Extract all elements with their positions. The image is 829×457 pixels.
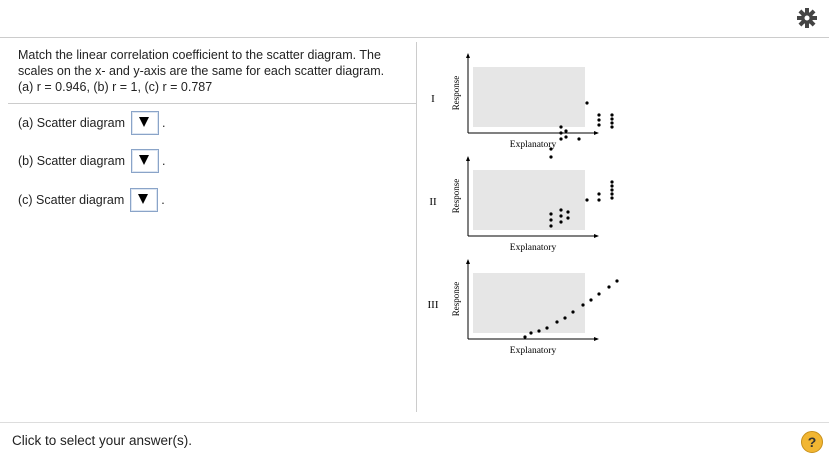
scatter-dot: [559, 137, 563, 141]
answer-row: (b) Scatter diagram .: [18, 148, 165, 174]
arrow: [594, 337, 599, 341]
dropdown-arrow: [138, 117, 149, 127]
x-axis-label: Explanatory: [510, 140, 557, 150]
scatter-dot: [610, 125, 614, 129]
y-axis-label: Response: [451, 76, 461, 111]
answer-suffix: .: [161, 154, 166, 168]
scatter-dot: [610, 192, 614, 196]
scatter-dot: [523, 335, 527, 339]
scatter-dot: [585, 198, 589, 202]
arrow: [466, 53, 470, 58]
scatter-dot: [577, 137, 581, 141]
arrow: [466, 259, 470, 264]
x-axis-label: Explanatory: [510, 346, 557, 356]
help-button[interactable]: ?: [801, 431, 823, 453]
answer-suffix: .: [161, 116, 166, 130]
diagram-label: II: [429, 196, 437, 208]
question-line: (a) r = 0.946, (b) r = 1, (c) r = 0.787: [18, 80, 213, 94]
divider: [416, 42, 417, 412]
arrow: [594, 131, 599, 135]
footer-prompt: Click to select your answer(s).: [12, 433, 193, 448]
scatter-dot: [597, 292, 601, 296]
scatter-dot: [549, 155, 553, 159]
scatter-dot: [597, 113, 601, 117]
footer-divider: [0, 422, 829, 423]
scatter-dot: [615, 279, 619, 283]
scatter-dot: [564, 129, 568, 133]
scatter-dot: [585, 101, 589, 105]
answer-label: (b) Scatter diagram: [18, 154, 125, 168]
scatter-dot: [564, 135, 568, 139]
answer-suffix: .: [161, 193, 165, 207]
plot-area: [473, 67, 585, 127]
scatter-dot: [597, 118, 601, 122]
scatter-dot: [610, 113, 614, 117]
scatter-dot: [549, 218, 553, 222]
answer-dropdown[interactable]: [130, 111, 159, 135]
y-axis-label: Response: [451, 179, 461, 214]
scatter-dot: [589, 298, 593, 302]
scatter-dot: [610, 117, 614, 121]
answer-label: (a) Scatter diagram: [18, 116, 125, 130]
y-axis-label: Response: [451, 282, 461, 317]
answer-dropdown[interactable]: [130, 188, 159, 212]
plot-area: [473, 273, 585, 333]
scatter-dot: [559, 125, 563, 129]
question: Match the linear correlation coefficient…: [18, 47, 413, 95]
scatter-dot: [610, 184, 614, 188]
x-axis-label: Explanatory: [510, 243, 557, 253]
answer-dropdown[interactable]: [130, 149, 159, 173]
settings-gear[interactable]: [796, 7, 818, 29]
scatter-dot: [566, 210, 570, 214]
divider: [8, 103, 416, 104]
answer-row: (a) Scatter diagram .: [18, 110, 165, 136]
scatter-dot: [607, 285, 611, 289]
scatter-dot: [597, 123, 601, 127]
answer-label: (c) Scatter diagram: [18, 193, 125, 207]
scatter-dot: [529, 331, 533, 335]
top-bar: [0, 0, 829, 38]
scatter-diagrams: I Response Explanatory II Response Explanator…: [428, 53, 619, 356]
dropdown-arrow: [138, 194, 149, 204]
dropdown-arrow: [138, 155, 149, 165]
scatter-dot: [555, 320, 559, 324]
scatter-dot: [559, 208, 563, 212]
arrow: [466, 156, 470, 161]
answer-row: (c) Scatter diagram .: [18, 187, 165, 213]
question-line: scales on the x- and y-axis are the same…: [18, 64, 385, 78]
plot-area: [473, 170, 585, 230]
scatter-dot: [581, 303, 585, 307]
scatter-dot: [549, 147, 553, 151]
scatter-dot: [545, 326, 549, 330]
diagram-label: III: [428, 299, 439, 311]
scatter-dot: [597, 192, 601, 196]
scatter-dot: [559, 214, 563, 218]
scatter-dot: [610, 121, 614, 125]
question-line: Match the linear correlation coefficient…: [18, 48, 381, 62]
scatter-dot: [549, 212, 553, 216]
scatter-dot: [566, 216, 570, 220]
scatter-dot: [537, 329, 541, 333]
scatter-dot: [563, 316, 567, 320]
scatter-dot: [549, 224, 553, 228]
scatter-dot: [597, 198, 601, 202]
scatter-dot: [610, 188, 614, 192]
scatter-dot: [610, 196, 614, 200]
diagram-label: I: [431, 93, 435, 105]
scatter-dot: [559, 131, 563, 135]
scatter-dot: [610, 180, 614, 184]
scatter-dot: [559, 220, 563, 224]
scatter-dot: [571, 310, 575, 314]
arrow: [594, 234, 599, 238]
